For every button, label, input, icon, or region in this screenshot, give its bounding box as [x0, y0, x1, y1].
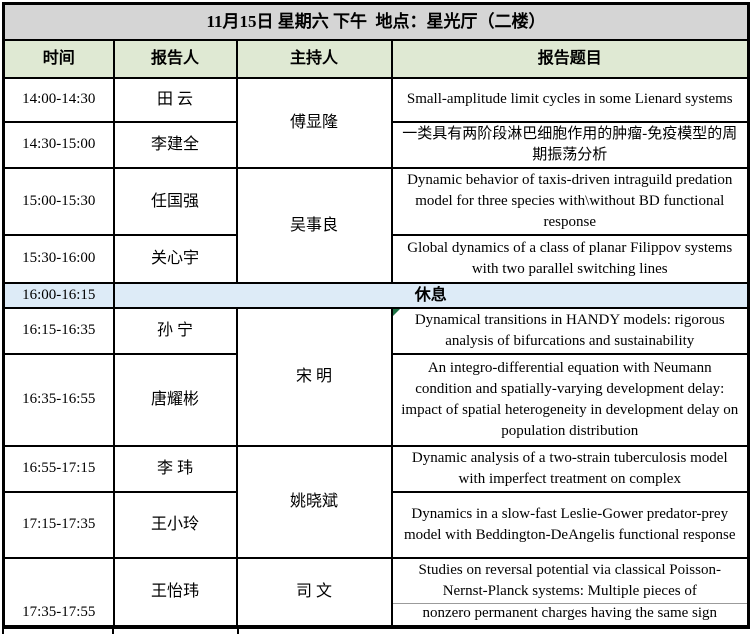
time-cell: 16:15-16:35 — [2, 306, 115, 355]
session-title-bar: 11月15日 星期六 下午 地点：星光厅（二楼） — [2, 2, 750, 41]
title-text: Dynamical transitions in HANDY models: r… — [414, 311, 725, 349]
break-time-cell: 16:00-16:15 — [2, 281, 115, 309]
column-header-time: 时间 — [2, 38, 115, 79]
chair-cell: 吴事良 — [235, 166, 393, 284]
grid-stub — [2, 628, 4, 634]
time-cell: 16:35-16:55 — [2, 352, 115, 447]
speaker-cell: 王怡玮 — [112, 556, 238, 628]
title-part-1: Studies on reversal potential via classi… — [418, 561, 721, 599]
title-cell: Studies on reversal potential via classi… — [390, 556, 750, 628]
speaker-cell: 王小玲 — [112, 490, 238, 559]
speaker-cell: 李 玮 — [112, 444, 238, 493]
title-cell: Dynamical transitions in HANDY models: r… — [390, 306, 750, 355]
column-header-chair: 主持人 — [235, 38, 393, 79]
break-label-cell: 休息 — [112, 281, 750, 309]
session-row: 14:00-14:30 田 云 傅显隆 Small-amplitude limi… — [2, 76, 750, 169]
chair-cell: 姚晓斌 — [235, 444, 393, 559]
time-cell: 17:15-17:35 — [2, 490, 115, 559]
chair-cell: 傅显隆 — [235, 76, 393, 169]
time-cell: 15:00-15:30 — [2, 166, 115, 236]
title-cell: Global dynamics of a class of planar Fil… — [390, 233, 750, 284]
session-header-row: 11月15日 星期六 下午 地点：星光厅（二楼） — [2, 2, 750, 41]
session-row: 17:15-17:35 王小玲 Dynamics in a slow-fast … — [2, 490, 750, 559]
title-cell: Dynamic analysis of a two-strain tubercu… — [390, 444, 750, 493]
cell-error-marker-icon — [393, 309, 400, 316]
session-row: 17:35-17:55 王怡玮 司 文 Studies on reversal … — [2, 556, 750, 628]
time-cell: 14:30-15:00 — [2, 120, 115, 169]
title-cell: Dynamic behavior of taxis-driven intragu… — [390, 166, 750, 236]
grid-stub — [112, 628, 114, 634]
chair-cell: 宋 明 — [235, 306, 393, 447]
column-header-speaker: 报告人 — [112, 38, 238, 79]
column-header-row: 时间 报告人 主持人 报告题目 — [2, 38, 750, 79]
title-cell: Small-amplitude limit cycles in some Lie… — [390, 76, 750, 123]
title-part-2: nonzero permanent charges having the sam… — [393, 602, 747, 625]
title-cell: Dynamics in a slow-fast Leslie-Gower pre… — [390, 490, 750, 559]
title-split-wrap: Studies on reversal potential via classi… — [393, 560, 747, 625]
speaker-cell: 田 云 — [112, 76, 238, 123]
session-row: 16:15-16:35 孙 宁 宋 明 Dynamical transition… — [2, 306, 750, 447]
session-row: 14:30-15:00 李建全 一类具有两阶段淋巴细胞作用的肿瘤-免疫模型的周期… — [2, 120, 750, 169]
title-cell: An integro-differential equation with Ne… — [390, 352, 750, 447]
table-continuation-cutoff — [2, 628, 750, 637]
time-cell: 15:30-16:00 — [2, 233, 115, 284]
speaker-cell: 李建全 — [112, 120, 238, 169]
time-cell: 17:35-17:55 — [2, 556, 115, 628]
session-row: 16:35-16:55 唐耀彬 An integro-differential … — [2, 352, 750, 447]
session-row: 15:30-16:00 关心宇 Global dynamics of a cla… — [2, 233, 750, 284]
column-header-title: 报告题目 — [390, 38, 750, 79]
session-row: 16:55-17:15 李 玮 姚晓斌 Dynamic analysis of … — [2, 444, 750, 559]
break-row: 16:00-16:15 休息 — [2, 281, 750, 309]
speaker-cell: 孙 宁 — [112, 306, 238, 355]
grid-stub — [237, 628, 239, 634]
speaker-cell: 任国强 — [112, 166, 238, 236]
speaker-cell: 唐耀彬 — [112, 352, 238, 447]
time-cell: 14:00-14:30 — [2, 76, 115, 123]
time-cell: 16:55-17:15 — [2, 444, 115, 493]
speaker-cell: 关心宇 — [112, 233, 238, 284]
session-row: 15:00-15:30 任国强 吴事良 Dynamic behavior of … — [2, 166, 750, 284]
schedule-table: 11月15日 星期六 下午 地点：星光厅（二楼） 时间 报告人 主持人 报告题目… — [2, 2, 750, 629]
title-cell: 一类具有两阶段淋巴细胞作用的肿瘤-免疫模型的周期振荡分析 — [390, 120, 750, 169]
chair-cell: 司 文 — [235, 556, 393, 628]
